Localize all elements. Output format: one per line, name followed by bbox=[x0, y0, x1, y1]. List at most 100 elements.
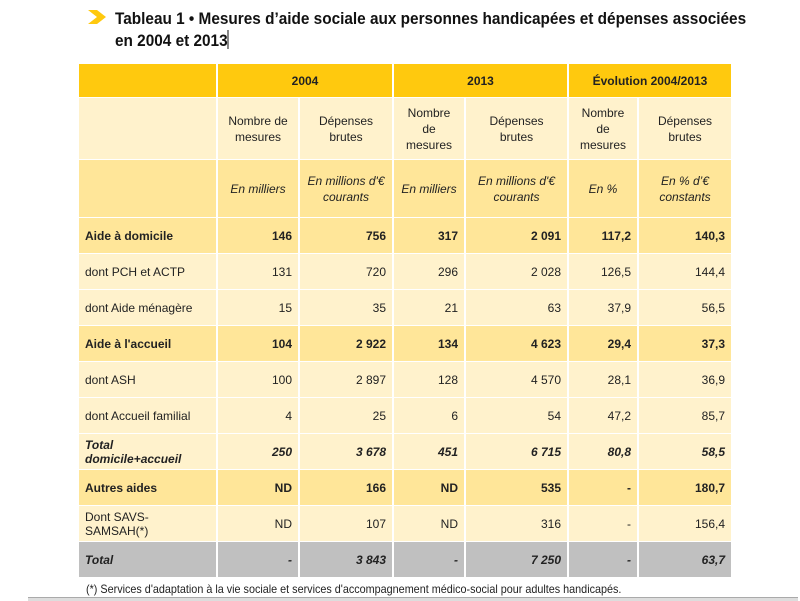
value-cell: 37,3 bbox=[638, 325, 731, 362]
header-group: Évolution 2004/2013 bbox=[568, 64, 731, 98]
value-cell: 144,4 bbox=[638, 253, 731, 290]
table-row: dont ASH 100 2 897 128 4 570 28,1 36,9 bbox=[79, 361, 731, 398]
value-cell: 21 bbox=[393, 289, 466, 326]
row-label: Aide à l'accueil bbox=[79, 325, 218, 362]
table-row: dont PCH et ACTP 131 720 296 2 028 126,5 144,4 bbox=[79, 253, 731, 290]
subheader-cell: Dépenses brutes bbox=[465, 97, 569, 160]
value-cell: 3 678 bbox=[299, 433, 394, 470]
row-label: Total domicile+accueil bbox=[79, 433, 218, 470]
value-cell: 128 bbox=[393, 361, 466, 398]
value-cell: 4 bbox=[217, 397, 300, 434]
value-cell: 296 bbox=[393, 253, 466, 290]
value-cell: ND bbox=[393, 505, 466, 542]
value-cell: 3 843 bbox=[299, 541, 394, 578]
table-row: Total domicile+accueil 250 3 678 451 6 715 80… bbox=[79, 433, 731, 470]
row-label: Aide à domicile bbox=[79, 217, 218, 254]
value-cell: 54 bbox=[465, 397, 569, 434]
value-cell: 104 bbox=[217, 325, 300, 362]
value-cell: 756 bbox=[299, 217, 394, 254]
row-label: Autres aides bbox=[79, 469, 218, 506]
header-empty bbox=[79, 64, 218, 98]
row-label: Dont SAVS-SAMSAH(*) bbox=[79, 505, 218, 542]
value-cell: - bbox=[393, 541, 466, 578]
value-cell: 100 bbox=[217, 361, 300, 398]
value-cell: 166 bbox=[299, 469, 394, 506]
value-cell: - bbox=[568, 505, 639, 542]
subheader-cell: Nombre de mesures bbox=[393, 97, 466, 160]
value-cell: 117,2 bbox=[568, 217, 639, 254]
header-group: 2013 bbox=[393, 64, 569, 98]
table-row: dont Accueil familial 4 25 6 54 47,2 85,7 bbox=[79, 397, 731, 434]
value-cell: 47,2 bbox=[568, 397, 639, 434]
page-title: Tableau 1 • Mesures d’aide sociale aux p… bbox=[115, 10, 747, 50]
subheader-cell: Nombre de mesures bbox=[217, 97, 300, 160]
chevron-right-icon bbox=[88, 10, 106, 24]
table-row: Aide à l'accueil 104 2 922 134 4 623 29,4 37,3 bbox=[79, 325, 731, 362]
value-cell: 15 bbox=[217, 289, 300, 326]
value-cell: 126,5 bbox=[568, 253, 639, 290]
row-label: dont Accueil familial bbox=[79, 397, 218, 434]
value-cell: 37,9 bbox=[568, 289, 639, 326]
header-row-units: En milliers En millions d'€ courants En mi… bbox=[79, 159, 731, 218]
footnote: (*) Services d'adaptation à la vie socia… bbox=[86, 582, 622, 596]
value-cell: 6 bbox=[393, 397, 466, 434]
value-cell: 2 091 bbox=[465, 217, 569, 254]
value-cell: 28,1 bbox=[568, 361, 639, 398]
table-row: dont Aide ménagère 15 35 21 63 37,9 56,5 bbox=[79, 289, 731, 326]
value-cell: 451 bbox=[393, 433, 466, 470]
value-cell: ND bbox=[217, 469, 300, 506]
value-cell: 4 623 bbox=[465, 325, 569, 362]
value-cell: 2 028 bbox=[465, 253, 569, 290]
value-cell: 720 bbox=[299, 253, 394, 290]
value-cell: 250 bbox=[217, 433, 300, 470]
value-cell: - bbox=[568, 541, 639, 578]
unit-cell: En % bbox=[568, 159, 639, 218]
value-cell: 56,5 bbox=[638, 289, 731, 326]
table-row: Aide à domicile 146 756 317 2 091 117,2 140,3 bbox=[79, 217, 731, 254]
header-row-subheaders: Nombre de mesures Dépenses brutes Nombre d… bbox=[79, 97, 731, 160]
value-cell: 58,5 bbox=[638, 433, 731, 470]
value-cell: ND bbox=[393, 469, 466, 506]
value-cell: 4 570 bbox=[465, 361, 569, 398]
value-cell: 146 bbox=[217, 217, 300, 254]
value-cell: 316 bbox=[465, 505, 569, 542]
table-row: Dont SAVS-SAMSAH(*) ND 107 ND 316-156,4 bbox=[79, 505, 731, 542]
value-cell: 2 897 bbox=[299, 361, 394, 398]
value-cell: 80,8 bbox=[568, 433, 639, 470]
value-cell: 63,7 bbox=[638, 541, 731, 578]
unit-cell: En millions d'€ courants bbox=[465, 159, 569, 218]
value-cell: 180,7 bbox=[638, 469, 731, 506]
subheader-cell: Dépenses brutes bbox=[638, 97, 731, 160]
unit-cell: En milliers bbox=[217, 159, 300, 218]
value-cell: 317 bbox=[393, 217, 466, 254]
value-cell: 85,7 bbox=[638, 397, 731, 434]
window-edge bbox=[28, 597, 798, 601]
value-cell: 63 bbox=[465, 289, 569, 326]
text-cursor bbox=[227, 30, 229, 49]
row-label: Total bbox=[79, 541, 218, 578]
value-cell: 25 bbox=[299, 397, 394, 434]
value-cell: 2 922 bbox=[299, 325, 394, 362]
header-group: 2004 bbox=[217, 64, 394, 98]
table-row: Total -3 843-7 250-63,7 bbox=[79, 541, 731, 578]
value-cell: 107 bbox=[299, 505, 394, 542]
value-cell: 156,4 bbox=[638, 505, 731, 542]
data-table: 2004 2013 Évolution 2004/2013 Nombre de … bbox=[79, 64, 731, 578]
table-row: Autres aides ND 166 ND 535-180,7 bbox=[79, 469, 731, 506]
value-cell: 134 bbox=[393, 325, 466, 362]
value-cell: - bbox=[217, 541, 300, 578]
value-cell: 535 bbox=[465, 469, 569, 506]
row-label: dont Aide ménagère bbox=[79, 289, 218, 326]
row-label: dont PCH et ACTP bbox=[79, 253, 218, 290]
value-cell: ND bbox=[217, 505, 300, 542]
header-empty bbox=[79, 97, 218, 160]
value-cell: 6 715 bbox=[465, 433, 569, 470]
value-cell: 29,4 bbox=[568, 325, 639, 362]
unit-cell: En milliers bbox=[393, 159, 466, 218]
value-cell: 7 250 bbox=[465, 541, 569, 578]
header-row-groups: 2004 2013 Évolution 2004/2013 bbox=[79, 64, 731, 98]
value-cell: 131 bbox=[217, 253, 300, 290]
value-cell: - bbox=[568, 469, 639, 506]
value-cell: 140,3 bbox=[638, 217, 731, 254]
subheader-cell: Dépenses brutes bbox=[299, 97, 394, 160]
